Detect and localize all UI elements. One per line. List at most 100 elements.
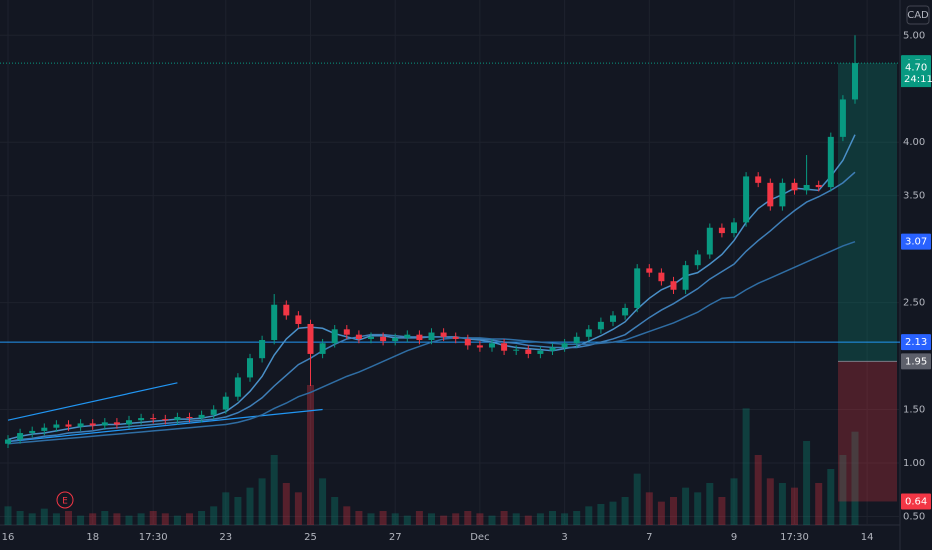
event-label: E <box>62 497 68 507</box>
candle-body <box>755 176 762 183</box>
volume-bar <box>706 483 714 525</box>
candle-body <box>791 182 798 191</box>
candle-body <box>682 265 689 290</box>
y-tick-label: 3.50 <box>903 191 925 202</box>
y-tick-label: 1.00 <box>903 458 925 469</box>
candle-body <box>77 423 84 427</box>
candle-body <box>706 227 713 255</box>
volume-bar <box>500 511 508 525</box>
volume-bar <box>815 483 823 525</box>
x-tick-label: 23 <box>219 532 232 543</box>
volume-bar <box>149 511 157 525</box>
candle-body <box>670 281 677 290</box>
volume-bar <box>573 511 581 525</box>
candle-body <box>743 176 750 223</box>
candle-body <box>440 332 447 337</box>
volume-bar <box>234 497 242 525</box>
volume-bar <box>137 513 145 525</box>
volume-bar <box>730 478 738 525</box>
candle-body <box>610 315 616 322</box>
volume-bar <box>549 511 556 525</box>
y-tick-label: 5.00 <box>903 30 925 41</box>
candle-body <box>89 423 96 426</box>
volume-bar <box>367 513 375 525</box>
candle-body <box>452 336 459 339</box>
y-tick-label: 4.00 <box>903 137 925 148</box>
candle-body <box>597 321 604 330</box>
candle-body <box>29 430 36 434</box>
candle-body <box>501 343 508 351</box>
x-tick-label: 17:30 <box>780 532 809 543</box>
candle-body <box>5 439 11 444</box>
candle-body <box>126 420 132 425</box>
volume-bar <box>379 511 387 525</box>
candle-body <box>767 182 774 207</box>
candle-body <box>694 254 701 266</box>
volume-bar <box>343 506 351 525</box>
volume-bar <box>186 513 193 525</box>
price-label: 0.64 <box>905 496 927 507</box>
price-label-box <box>901 59 931 76</box>
currency-box[interactable] <box>906 5 930 25</box>
volume-bar <box>851 431 859 525</box>
volume-bar <box>161 513 169 525</box>
volume-bar <box>778 483 786 525</box>
volume-bar <box>4 506 12 525</box>
volume-bar <box>585 506 593 525</box>
candle-body <box>174 417 181 421</box>
volume-bar <box>246 487 254 525</box>
x-tick-label: 7 <box>646 532 652 543</box>
price-label: 1.95 <box>905 356 927 367</box>
candle-body <box>150 418 157 420</box>
volume-bar <box>512 513 520 525</box>
candle-body <box>731 222 737 234</box>
candle-body <box>17 433 24 440</box>
profit-zone <box>838 63 897 362</box>
volume-bar <box>839 455 847 525</box>
candle-body <box>101 422 108 426</box>
candle-body <box>561 343 568 348</box>
volume-bar <box>355 511 363 525</box>
volume-bar <box>307 385 314 525</box>
volume-bar <box>633 473 641 525</box>
candle-body <box>331 329 338 344</box>
volume-bar <box>827 469 835 525</box>
volume-bar <box>101 511 109 525</box>
candle-body <box>549 347 556 351</box>
volume-bar <box>89 513 97 525</box>
volume-bar <box>657 501 665 525</box>
price-label-box <box>901 353 931 370</box>
candle-body <box>138 418 145 421</box>
price-label: 2.13 <box>905 337 927 348</box>
candle-body <box>658 272 665 282</box>
candle-body <box>513 349 520 351</box>
volume-bar <box>294 492 302 525</box>
volume-bar <box>113 513 121 525</box>
volume-bar <box>28 513 36 525</box>
candle-body <box>186 417 193 419</box>
candle-body <box>319 343 326 354</box>
candle-body <box>827 136 834 188</box>
volume-bar <box>173 515 181 525</box>
candle-body <box>343 329 350 335</box>
candle-body <box>815 184 822 188</box>
candle-body <box>380 336 387 342</box>
candle-body <box>210 409 217 415</box>
x-tick-label: 16 <box>2 532 15 543</box>
volume-bar <box>694 492 702 525</box>
x-tick-label: 18 <box>86 532 99 543</box>
candle-body <box>355 334 362 339</box>
volume-bar <box>754 455 762 525</box>
volume-bar <box>270 455 278 525</box>
candle-body <box>259 340 266 359</box>
trendline <box>7 408 323 443</box>
candle-body <box>307 323 314 354</box>
price-label-box <box>901 334 931 351</box>
x-tick-label: 9 <box>731 532 737 543</box>
candle-body <box>247 358 253 378</box>
candle-body <box>53 424 60 428</box>
x-tick-label: 17:30 <box>139 532 168 543</box>
volume-bar <box>524 515 532 525</box>
candle-body <box>295 315 302 324</box>
candle-body <box>476 345 483 348</box>
